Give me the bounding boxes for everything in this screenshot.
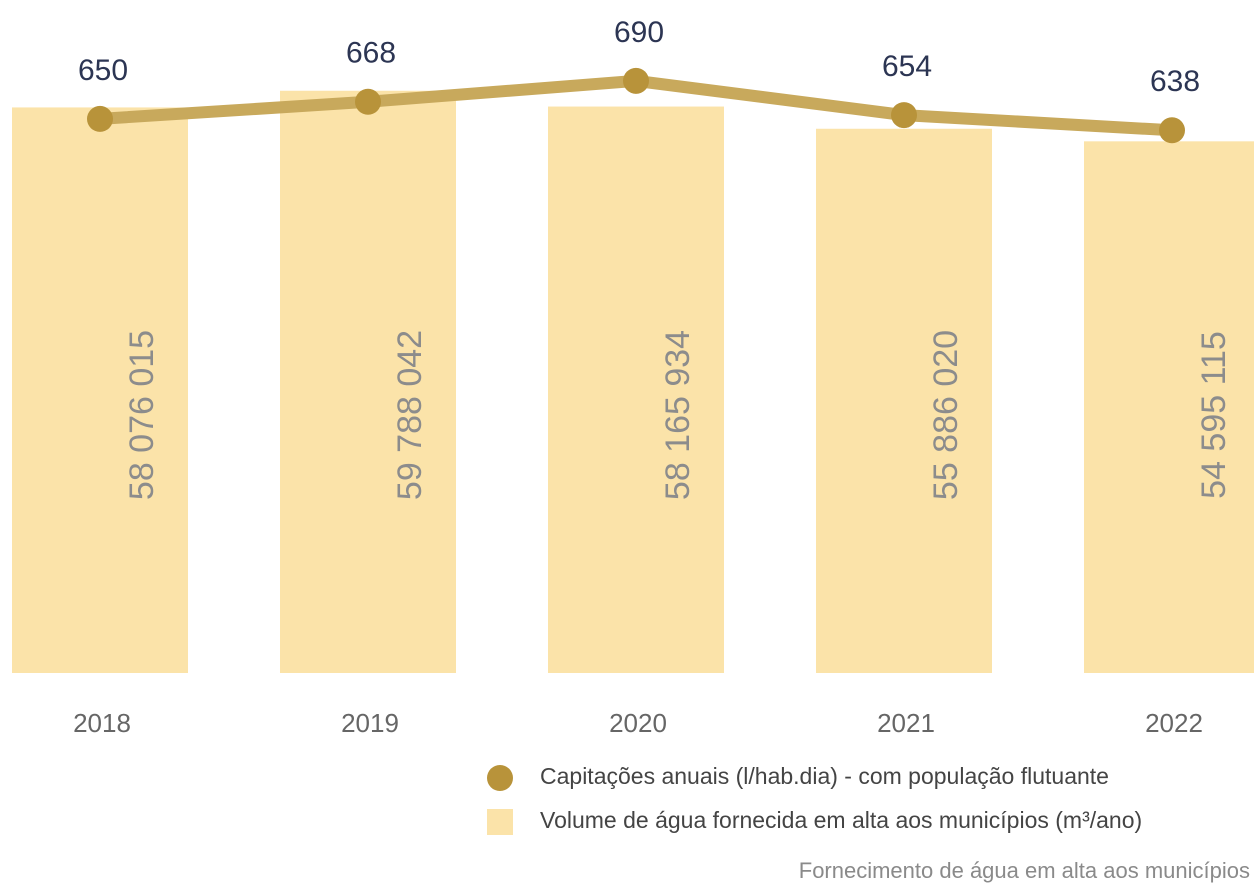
line-marker bbox=[355, 88, 381, 115]
value-label: 59 788 042 bbox=[391, 330, 429, 500]
x-tick-label: 2021 bbox=[877, 708, 935, 738]
bar bbox=[12, 107, 188, 674]
line-value-label: 668 bbox=[346, 37, 396, 70]
x-tick-label: 2019 bbox=[341, 708, 399, 738]
value-label: 54 595 115 bbox=[1195, 331, 1233, 499]
line-value-label: 650 bbox=[78, 54, 128, 87]
legend-marker bbox=[487, 765, 513, 791]
line-value-label: 690 bbox=[614, 16, 664, 49]
caption: Fornecimento de água em alta aos municíp… bbox=[799, 858, 1250, 883]
x-tick-label: 2020 bbox=[609, 708, 667, 738]
line-marker bbox=[891, 102, 917, 129]
value-label: 55 886 020 bbox=[927, 330, 965, 500]
x-tick-label: 2018 bbox=[73, 708, 131, 738]
line-value-label: 654 bbox=[882, 50, 932, 83]
legend-label: Capitações anuais (l/hab.dia) - com popu… bbox=[540, 763, 1109, 789]
line-marker bbox=[1159, 117, 1185, 144]
legend-label: Volume de água fornecida em alta aos mun… bbox=[540, 807, 1142, 833]
value-label: 58 165 934 bbox=[659, 330, 697, 500]
bar bbox=[280, 90, 456, 673]
legend-marker bbox=[487, 809, 513, 835]
x-tick-label: 2022 bbox=[1145, 708, 1203, 738]
value-label: 58 076 015 bbox=[123, 330, 161, 500]
line-marker bbox=[87, 105, 113, 132]
line-value-label: 638 bbox=[1150, 65, 1200, 98]
bar bbox=[548, 106, 724, 674]
line-marker bbox=[623, 67, 649, 94]
bar bbox=[1084, 141, 1254, 673]
bar bbox=[816, 128, 992, 673]
